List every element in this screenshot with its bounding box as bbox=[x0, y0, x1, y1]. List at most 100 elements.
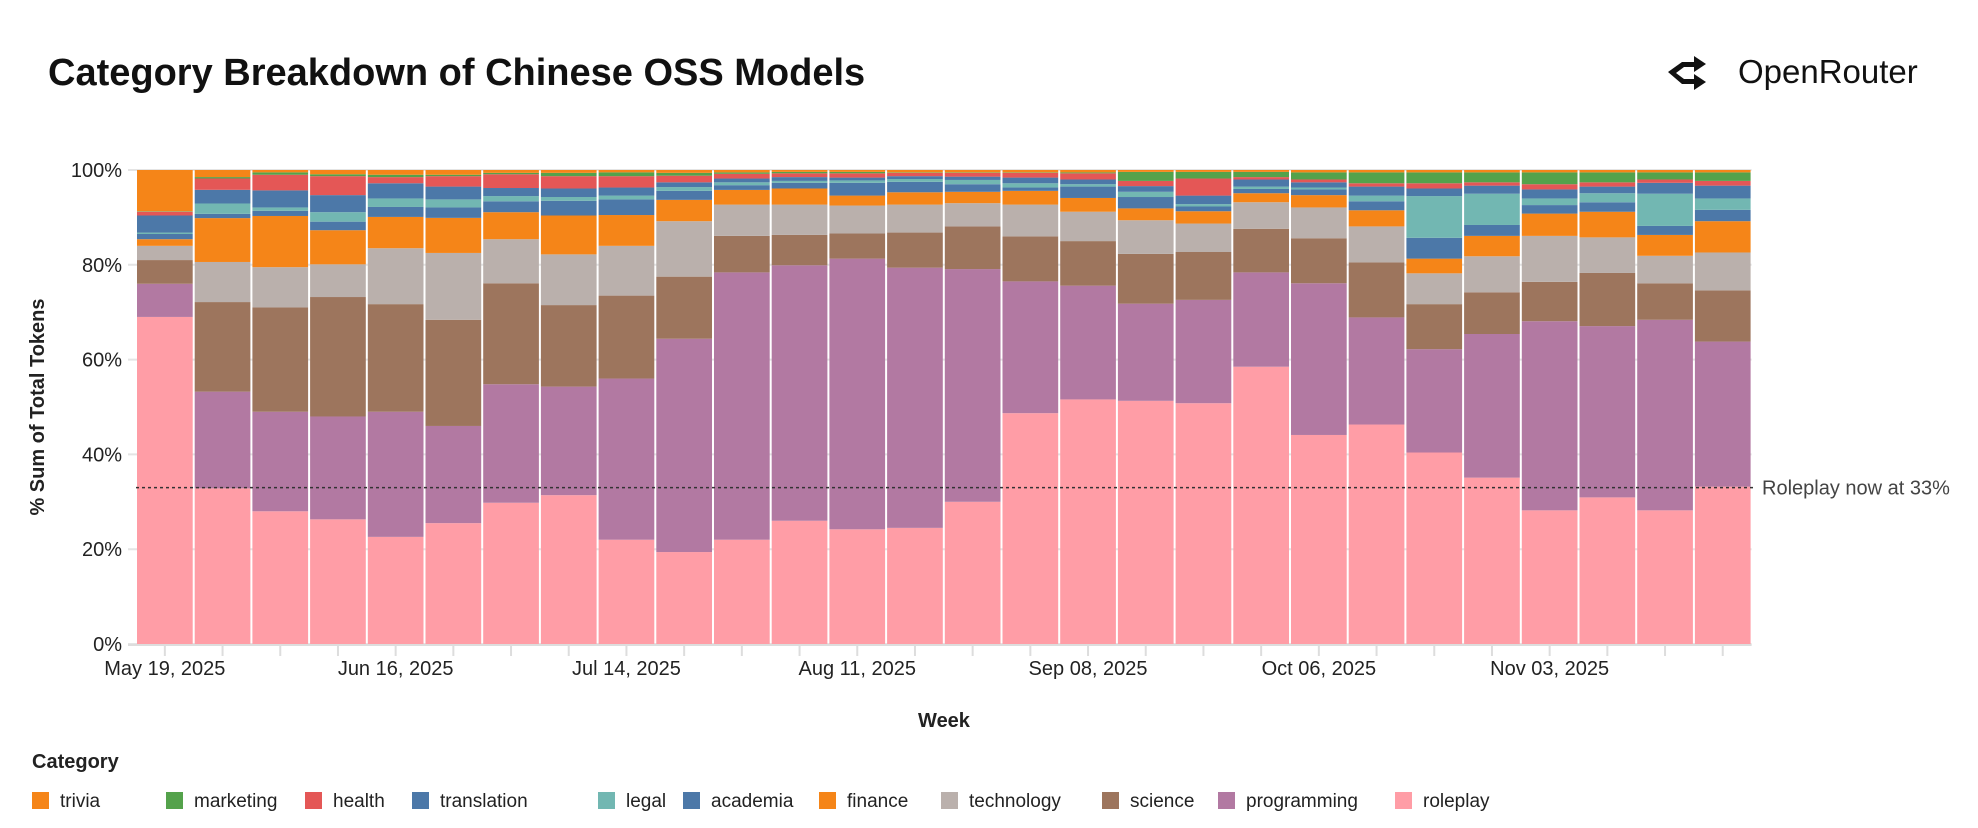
bar-segment-technology bbox=[1521, 235, 1578, 282]
bar-segment-marketing bbox=[829, 171, 886, 174]
x-axis-title: Week bbox=[918, 710, 971, 732]
bar-segment-academia bbox=[1406, 237, 1463, 259]
bar-segment-health bbox=[310, 176, 366, 196]
bar-segment-roleplay bbox=[656, 552, 712, 644]
bar-stack-2025-09-01 bbox=[1002, 170, 1059, 644]
bar-segment-health bbox=[540, 176, 597, 189]
bar-segment-marketing bbox=[1406, 172, 1463, 184]
bar-segment-roleplay bbox=[1291, 434, 1347, 644]
bar-segment-legal bbox=[829, 180, 886, 183]
bar-stack-2025-11-17 bbox=[1637, 170, 1693, 644]
bar-segment-marketing bbox=[1291, 172, 1347, 180]
bar-segment-programming bbox=[1348, 317, 1405, 425]
bar-segment-roleplay bbox=[1637, 510, 1693, 644]
bar-segment-health bbox=[367, 177, 424, 184]
bar-stack-2025-08-25 bbox=[944, 170, 1001, 644]
bar-segment-trivia bbox=[1521, 170, 1578, 173]
bar-segment-translation bbox=[714, 178, 770, 183]
legend-label: technology bbox=[969, 791, 1061, 812]
bar-segment-translation bbox=[1637, 182, 1693, 194]
bar-stack-2025-09-15 bbox=[1117, 170, 1174, 644]
bar-segment-translation bbox=[1694, 185, 1751, 199]
bar-segment-roleplay bbox=[1175, 403, 1232, 644]
bar-segment-programming bbox=[540, 386, 597, 496]
bar-segment-roleplay bbox=[367, 536, 424, 644]
bar-segment-academia bbox=[310, 221, 366, 231]
bar-segment-finance bbox=[944, 191, 1001, 204]
bar-segment-roleplay bbox=[194, 488, 251, 644]
bar-segment-technology bbox=[598, 245, 655, 296]
bar-segment-programming bbox=[1464, 334, 1520, 478]
bar-segment-legal bbox=[714, 182, 770, 186]
legend-swatch bbox=[412, 792, 429, 809]
legend-item-finance: finance bbox=[819, 791, 908, 812]
bar-segment-health bbox=[1291, 179, 1347, 183]
bar-segment-legal bbox=[425, 199, 482, 208]
bar-segment-trivia bbox=[367, 170, 424, 175]
legend-item-health: health bbox=[305, 791, 385, 812]
bar-segment-technology bbox=[1002, 204, 1059, 237]
bar-segment-science bbox=[540, 305, 597, 387]
bar-segment-academia bbox=[137, 233, 193, 240]
bar-segment-translation bbox=[1406, 188, 1463, 197]
bar-segment-finance bbox=[1637, 234, 1693, 256]
legend-swatch bbox=[683, 792, 700, 809]
bar-segment-translation bbox=[1521, 189, 1578, 199]
bar-segment-legal bbox=[598, 195, 655, 200]
bar-segment-science bbox=[887, 232, 943, 268]
bar-segment-technology bbox=[1060, 211, 1116, 242]
bar-segment-science bbox=[1579, 272, 1636, 327]
bar-segment-technology bbox=[656, 221, 712, 277]
bar-segment-health bbox=[1175, 178, 1232, 196]
bar-segment-roleplay bbox=[1579, 497, 1636, 644]
bar-segment-academia bbox=[483, 201, 539, 213]
bar-segment-science bbox=[1233, 228, 1289, 273]
bar-segment-roleplay bbox=[137, 316, 193, 644]
bar-segment-technology bbox=[1406, 273, 1463, 305]
bar-segment-science bbox=[310, 297, 366, 417]
bar-segment-finance bbox=[1291, 195, 1347, 208]
bar-segment-translation bbox=[598, 187, 655, 196]
bar-segment-trivia bbox=[425, 170, 482, 175]
bar-segment-marketing bbox=[1579, 172, 1636, 183]
bar-segment-trivia bbox=[829, 170, 886, 172]
bar-segment-translation bbox=[252, 190, 309, 208]
bar-segment-marketing bbox=[1637, 172, 1693, 180]
bar-segment-finance bbox=[1579, 211, 1636, 238]
bar-segment-technology bbox=[310, 264, 366, 298]
bar-segment-legal bbox=[1233, 186, 1289, 189]
bar-stack-2025-06-02 bbox=[252, 170, 309, 644]
bar-segment-technology bbox=[1175, 223, 1232, 253]
legend-item-academia: academia bbox=[683, 791, 794, 812]
bar-segment-translation bbox=[1175, 195, 1232, 205]
bar-segment-health bbox=[1002, 172, 1059, 178]
bar-stack-2025-07-07 bbox=[540, 170, 597, 644]
bar-segment-finance bbox=[1175, 211, 1232, 224]
bar-segment-translation bbox=[1117, 186, 1174, 192]
bar-segment-legal bbox=[1694, 198, 1751, 210]
bar-segment-technology bbox=[1233, 202, 1289, 229]
legend-label: translation bbox=[440, 791, 528, 812]
bar-segment-roleplay bbox=[1406, 452, 1463, 644]
bar-segment-programming bbox=[1060, 285, 1116, 400]
bar-segment-trivia bbox=[1637, 170, 1693, 173]
bar-segment-academia bbox=[1637, 225, 1693, 235]
openrouter-logo-icon bbox=[1668, 56, 1706, 90]
bar-segment-roleplay bbox=[714, 539, 770, 644]
bar-segment-programming bbox=[483, 384, 539, 503]
bar-segment-academia bbox=[425, 207, 482, 218]
bar-segment-technology bbox=[829, 205, 886, 234]
y-tick-label: 60% bbox=[82, 350, 122, 372]
bar-segment-marketing bbox=[714, 172, 770, 174]
bar-segment-science bbox=[1175, 252, 1232, 300]
bar-segment-technology bbox=[367, 248, 424, 305]
bar-segment-legal bbox=[656, 187, 712, 191]
bar-segment-translation bbox=[1060, 179, 1116, 185]
bar-segment-science bbox=[656, 276, 712, 339]
y-tick-label: 80% bbox=[82, 255, 122, 277]
bar-segment-finance bbox=[1060, 197, 1116, 212]
bar-segment-finance bbox=[771, 188, 828, 205]
bar-segment-marketing bbox=[310, 174, 366, 177]
legend-label: finance bbox=[847, 791, 908, 812]
bar-segment-translation bbox=[656, 182, 712, 188]
